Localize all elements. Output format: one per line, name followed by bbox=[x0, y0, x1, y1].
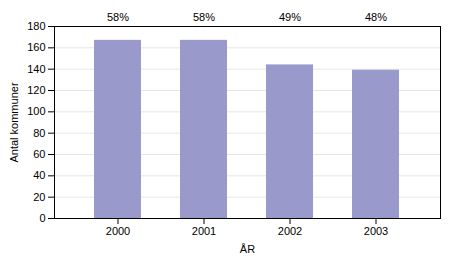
svg-text:48%: 48% bbox=[365, 11, 387, 23]
svg-text:180: 180 bbox=[27, 20, 45, 32]
svg-text:60: 60 bbox=[33, 148, 45, 160]
svg-text:ÅR: ÅR bbox=[240, 243, 255, 255]
svg-text:80: 80 bbox=[33, 127, 45, 139]
svg-text:2002: 2002 bbox=[278, 225, 302, 237]
svg-text:Antal kommuner: Antal kommuner bbox=[8, 82, 20, 162]
svg-text:58%: 58% bbox=[193, 11, 215, 23]
svg-text:140: 140 bbox=[27, 63, 45, 75]
svg-text:49%: 49% bbox=[279, 11, 301, 23]
svg-text:40: 40 bbox=[33, 169, 45, 181]
svg-text:58%: 58% bbox=[107, 11, 129, 23]
svg-text:120: 120 bbox=[27, 84, 45, 96]
svg-text:2000: 2000 bbox=[106, 225, 130, 237]
svg-text:0: 0 bbox=[39, 212, 45, 224]
svg-text:160: 160 bbox=[27, 41, 45, 53]
svg-text:100: 100 bbox=[27, 105, 45, 117]
svg-text:2001: 2001 bbox=[192, 225, 216, 237]
svg-text:2003: 2003 bbox=[364, 225, 388, 237]
svg-text:20: 20 bbox=[33, 191, 45, 203]
